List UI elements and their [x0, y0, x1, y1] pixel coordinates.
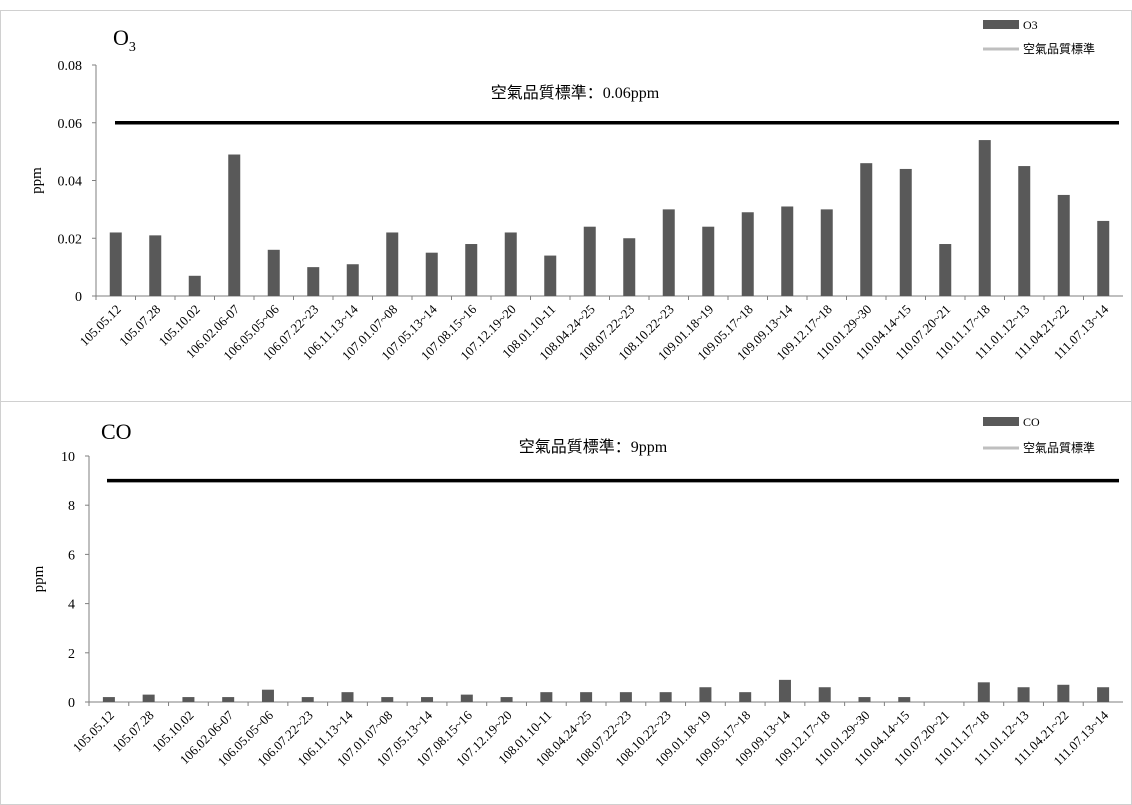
co-bar: [858, 697, 871, 702]
o3-chart: O3 ppm 0 0.02 0.04 0.06 0.08 105.05.12105.07.28…: [29, 18, 1123, 363]
o3-legend-bar-label: O3: [1023, 18, 1038, 32]
co-standard-annotation: 空氣品質標準：9ppm: [519, 438, 668, 456]
o3-bar: [662, 209, 675, 296]
co-bar: [659, 692, 672, 702]
co-bar: [540, 692, 553, 702]
o3-bar: [939, 244, 952, 296]
o3-bar: [1057, 194, 1070, 296]
co-bar: [778, 679, 791, 702]
co-bar: [500, 697, 513, 702]
co-bar: [1017, 687, 1030, 702]
o3-bar: [544, 255, 557, 296]
co-x-tick-label: 105.05.12: [70, 708, 117, 755]
co-chart: COppm0246810105.05.12105.07.28105.10.021…: [31, 415, 1123, 769]
o3-y-tick-label: 0.06: [58, 117, 83, 132]
co-y-tick-label: 8: [68, 499, 75, 514]
co-chart-title: CO: [101, 419, 132, 444]
o3-bar: [188, 275, 201, 296]
co-bar: [381, 697, 394, 702]
o3-bar: [109, 232, 122, 296]
co-bar: [977, 682, 990, 702]
co-legend-standard-label: 空氣品質標準: [1023, 440, 1095, 455]
o3-chart-title: O3: [113, 25, 136, 55]
co-bar: [739, 692, 752, 702]
co-bar: [421, 697, 434, 702]
o3-bar: [307, 267, 320, 296]
o3-bar: [702, 226, 715, 296]
co-y-tick-label: 4: [68, 598, 75, 613]
co-chart-panel: CO ppm 0 2 4 6 8 10 105.05.12 105.07.28 105.10.02 1…: [0, 401, 1132, 805]
o3-bar: [583, 226, 596, 296]
o3-bar: [820, 209, 833, 296]
o3-standard-annotation: 空氣品質標準：0.06ppm: [491, 84, 660, 102]
o3-bar: [741, 212, 754, 296]
o3-bar: [228, 154, 241, 296]
co-bar: [460, 694, 473, 702]
co-y-tick-label: 10: [61, 450, 75, 465]
o3-bar: [267, 249, 280, 296]
co-bar: [1097, 687, 1110, 702]
co-legend-bar-swatch: [983, 417, 1019, 426]
co-bar: [222, 697, 235, 702]
co-bar: [699, 687, 712, 702]
o3-chart-panel: O3 ppm 0 0.02 0.04 0.06 0.08 105.05.12 105.07.28…: [0, 10, 1132, 402]
co-legend-bar-label: CO: [1023, 415, 1040, 429]
co-bar: [182, 697, 195, 702]
o3-legend-bar-swatch: [983, 20, 1019, 29]
co-bar: [261, 689, 274, 702]
o3-bar: [1018, 166, 1031, 296]
o3-y-tick-label: 0: [75, 290, 82, 305]
co-bar: [301, 697, 314, 702]
co-bar: [341, 692, 354, 702]
o3-bar: [1097, 220, 1110, 296]
co-bar: [1057, 684, 1070, 702]
o3-bar: [386, 232, 399, 296]
o3-bar: [425, 252, 438, 296]
co-bar: [619, 692, 632, 702]
o3-bar: [346, 264, 359, 296]
o3-bar: [149, 235, 162, 296]
o3-bar: [781, 206, 794, 296]
o3-y-tick-label: 0.08: [58, 59, 83, 74]
co-bar: [142, 694, 155, 702]
co-x-tick-label: 105.07.28: [109, 708, 156, 755]
co-bar: [898, 697, 911, 702]
o3-x-tick-label: 105.05.12: [76, 302, 123, 349]
co-y-tick-label: 6: [68, 548, 75, 563]
co-y-tick-label: 0: [68, 696, 75, 711]
co-y-axis-label: ppm: [31, 565, 47, 592]
o3-y-tick-label: 0.04: [58, 175, 83, 190]
co-y-tick-label: 2: [68, 647, 75, 662]
o3-y-axis-label: ppm: [29, 167, 45, 194]
co-bar: [102, 697, 115, 702]
o3-bar: [899, 168, 912, 296]
o3-bar: [978, 140, 991, 296]
o3-bar: [623, 238, 636, 296]
o3-bar: [465, 244, 478, 296]
o3-legend-standard-label: 空氣品質標準: [1023, 41, 1095, 56]
o3-y-tick-label: 0.02: [58, 232, 83, 247]
co-bar: [580, 692, 593, 702]
o3-bar: [860, 163, 873, 296]
o3-chart-title-subscript: 3: [129, 40, 136, 55]
o3-bar: [504, 232, 517, 296]
o3-x-tick-label: 105.07.28: [116, 302, 163, 349]
co-bar: [818, 687, 831, 702]
